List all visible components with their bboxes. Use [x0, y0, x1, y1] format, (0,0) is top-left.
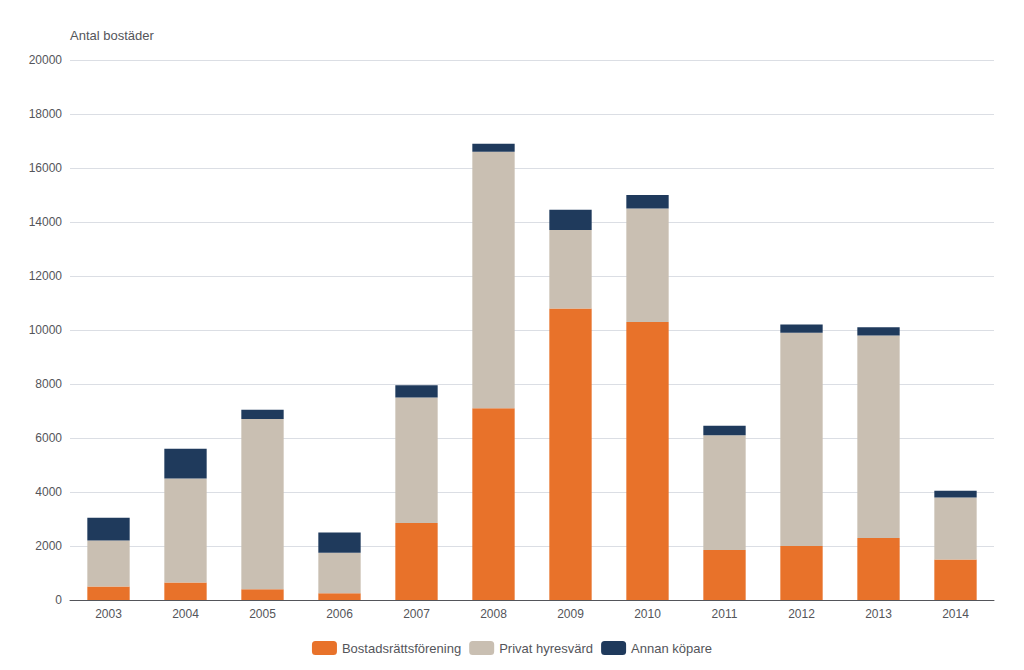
svg-text:2008: 2008	[480, 607, 507, 621]
svg-text:2012: 2012	[788, 607, 815, 621]
svg-text:2004: 2004	[172, 607, 199, 621]
svg-text:20000: 20000	[29, 53, 63, 67]
svg-text:10000: 10000	[29, 323, 63, 337]
svg-text:2003: 2003	[95, 607, 122, 621]
svg-text:14000: 14000	[29, 215, 63, 229]
svg-text:18000: 18000	[29, 107, 63, 121]
svg-text:2005: 2005	[249, 607, 276, 621]
svg-text:2009: 2009	[557, 607, 584, 621]
svg-text:Annan köpare: Annan köpare	[631, 641, 712, 656]
svg-text:2010: 2010	[634, 607, 661, 621]
svg-text:Antal bostäder: Antal bostäder	[70, 28, 155, 43]
svg-text:2011: 2011	[712, 607, 738, 621]
svg-text:4000: 4000	[35, 485, 62, 499]
svg-text:6000: 6000	[35, 431, 62, 445]
svg-text:Privat hyresvärd: Privat hyresvärd	[499, 641, 593, 656]
svg-text:2014: 2014	[942, 607, 969, 621]
svg-text:12000: 12000	[29, 269, 63, 283]
svg-text:0: 0	[55, 593, 62, 607]
svg-text:8000: 8000	[35, 377, 62, 391]
svg-text:16000: 16000	[29, 161, 63, 175]
svg-text:2006: 2006	[326, 607, 353, 621]
svg-text:Bostadsrättsförening: Bostadsrättsförening	[342, 641, 461, 656]
svg-text:2013: 2013	[865, 607, 892, 621]
svg-text:2000: 2000	[35, 539, 62, 553]
svg-text:2007: 2007	[403, 607, 430, 621]
